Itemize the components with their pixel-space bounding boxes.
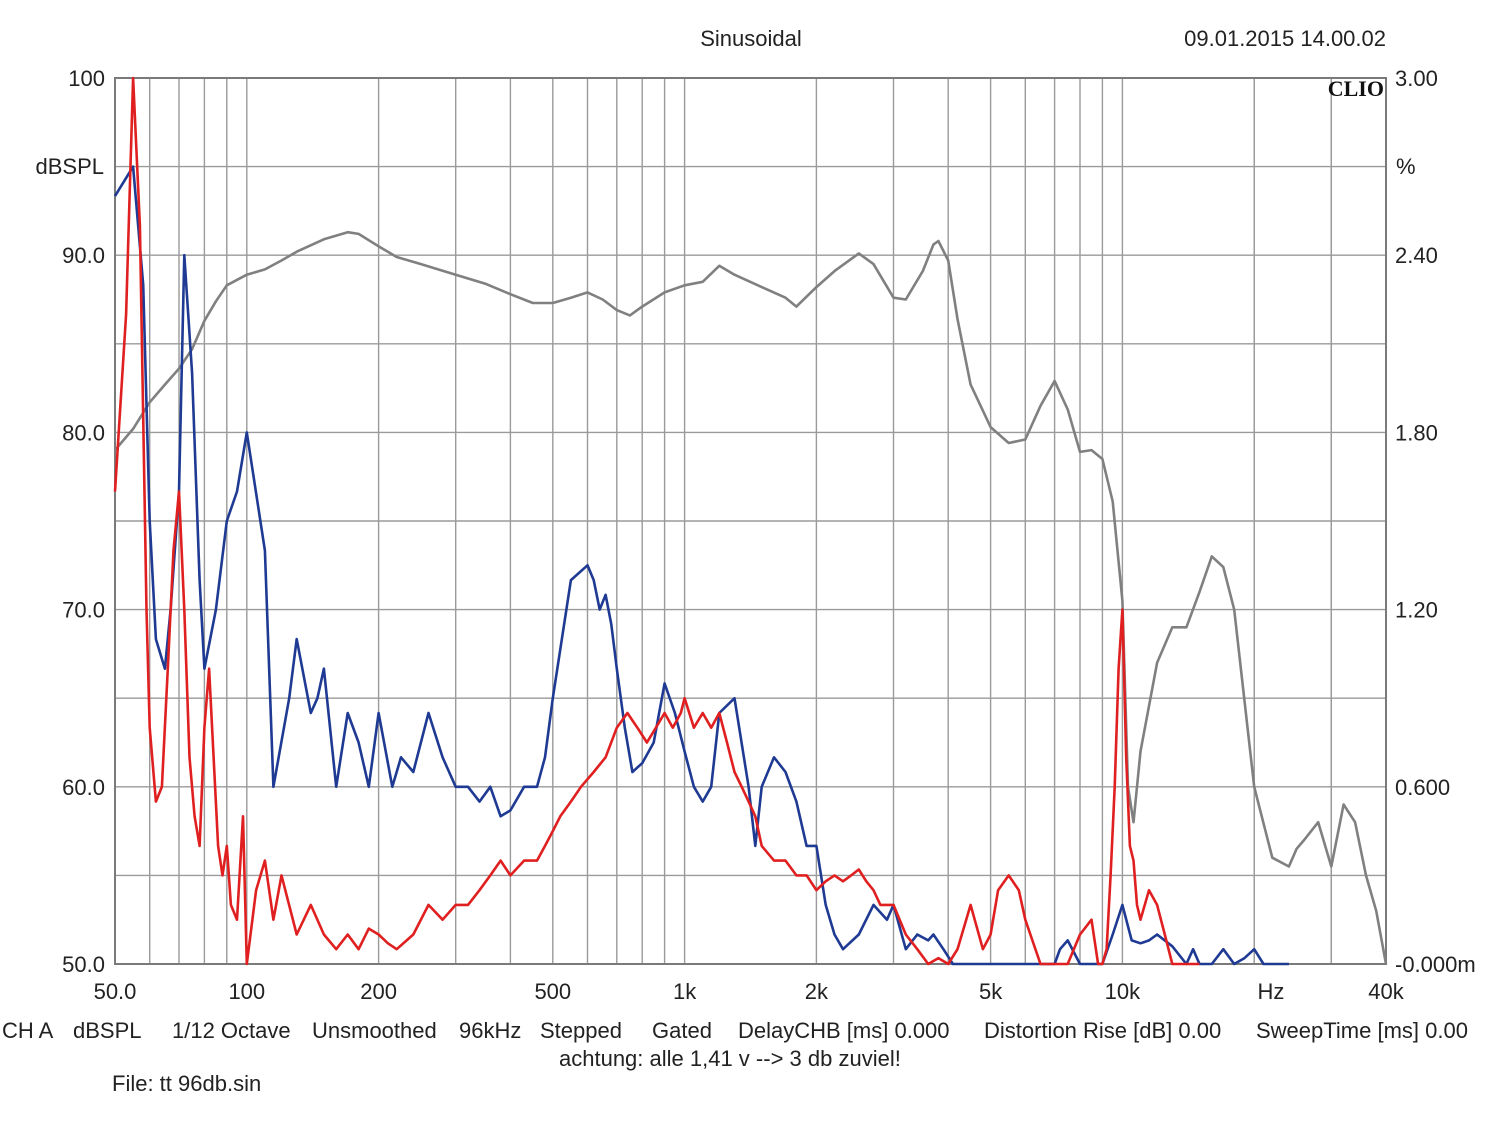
series-layer — [113, 76, 1388, 966]
brand-logo: CLIO — [1328, 76, 1384, 101]
x-tick-label: 200 — [360, 979, 397, 1004]
x-tick-label: 5k — [979, 979, 1003, 1004]
x-tick-label: 500 — [534, 979, 571, 1004]
x-axis-unit: Hz — [1258, 979, 1285, 1004]
x-tick-label: 2k — [805, 979, 829, 1004]
mode-label: Stepped — [540, 1018, 622, 1043]
series-line-distortion-3rd — [113, 76, 1200, 966]
y-axis-label-right: % — [1396, 154, 1416, 179]
x-tick-label: 50.0 — [94, 979, 137, 1004]
y-tick-label-left: 70.0 — [62, 598, 105, 623]
y-tick-label-right: 2.40 — [1395, 243, 1438, 268]
x-tick-label: 1k — [673, 979, 697, 1004]
gating-label: Gated — [652, 1018, 712, 1043]
y-tick-label-left: 100 — [68, 66, 105, 91]
y-tick-label-left: 50.0 — [62, 952, 105, 977]
chart-title: Sinusoidal — [700, 26, 802, 51]
smoothing-label: Unsmoothed — [312, 1018, 437, 1043]
grid — [114, 78, 1387, 964]
y-tick-label-right: 1.80 — [1395, 420, 1438, 445]
y-tick-label-right: 3.00 — [1395, 66, 1438, 91]
rate-label: 96kHz — [459, 1018, 522, 1043]
channel-label: CH A — [2, 1018, 54, 1043]
labels: 50.0 100 200 500 1k 2k 5k 10k 40k 100 90.0 80.0 70.0… — [62, 66, 1476, 1004]
y-tick-label-right: 0.600 — [1395, 775, 1450, 800]
plot-frame — [114, 77, 1387, 965]
sweep-label: SweepTime [ms] 0.00 — [1256, 1018, 1468, 1043]
y-axis-label-left: dBSPL — [36, 154, 105, 179]
octave-label: 1/12 Octave — [172, 1018, 291, 1043]
x-tick-label: 40k — [1368, 979, 1404, 1004]
y-tick-label-right: 1.20 — [1395, 598, 1438, 623]
unit-label: dBSPL — [73, 1018, 142, 1043]
y-tick-label-left: 90.0 — [62, 243, 105, 268]
distortion-label: Distortion Rise [dB] 0.00 — [984, 1018, 1222, 1043]
footer-line: CH A dBSPL 1/12 Octave Unsmoothed 96kHz … — [0, 1018, 1500, 1046]
series-line-response — [114, 230, 1388, 965]
y-tick-label-right: -0.000m — [1395, 952, 1476, 977]
delay-label: DelayCHB [ms] 0.000 — [738, 1018, 950, 1043]
y-tick-label-left: 60.0 — [62, 775, 105, 800]
timestamp: 09.01.2015 14.00.02 — [1184, 26, 1386, 51]
note-label: achtung: alle 1,41 v --> 3 db zuviel! — [559, 1046, 901, 1071]
x-tick-label: 10k — [1105, 979, 1141, 1004]
x-tick-label: 100 — [228, 979, 265, 1004]
y-tick-label-left: 80.0 — [62, 420, 105, 445]
file-label: File: tt 96db.sin — [112, 1071, 262, 1096]
